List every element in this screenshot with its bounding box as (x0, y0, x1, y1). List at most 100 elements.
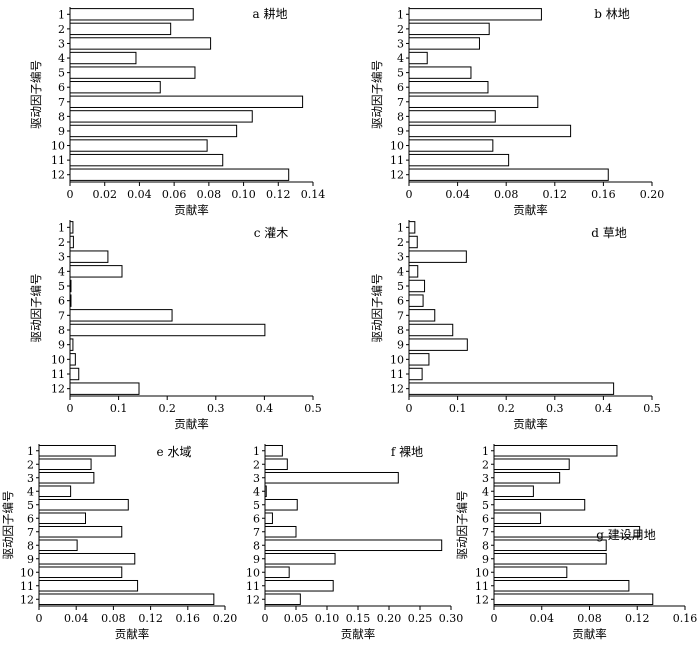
bar (264, 593, 301, 606)
category-tick-label: 1 (58, 8, 65, 21)
bar (408, 153, 510, 167)
category-tick-label: 3 (253, 472, 260, 485)
category-tick-label: 1 (397, 8, 404, 21)
x-tick-label: 0.12 (543, 188, 568, 201)
category-tick-label: 10 (390, 353, 404, 366)
bar (264, 512, 273, 525)
bar (69, 8, 194, 21)
category-tick-label: 2 (253, 458, 260, 471)
y-axis-label: 驱动因子编号 (455, 491, 469, 560)
category-tick-label: 5 (397, 67, 404, 80)
category-tick-label: 9 (58, 125, 65, 138)
bar (408, 309, 436, 322)
category-tick-label: 7 (397, 96, 404, 109)
bar (408, 323, 454, 337)
category-tick-label: 5 (27, 499, 34, 512)
bar (38, 485, 72, 498)
bar (69, 235, 74, 249)
bar (69, 382, 140, 395)
category-tick-label: 10 (246, 566, 260, 579)
x-tick-label: 0.4 (595, 402, 613, 415)
category-tick-label: 9 (397, 125, 404, 138)
category-tick-label: 5 (397, 280, 404, 293)
category-tick-label: 11 (246, 580, 260, 593)
category-tick-label: 3 (27, 472, 34, 485)
bar (408, 168, 609, 181)
category-tick-label: 11 (390, 368, 404, 381)
bar (408, 353, 430, 366)
x-tick-label: 0.04 (445, 188, 470, 201)
bar (408, 250, 467, 263)
bar (69, 22, 172, 36)
category-tick-label: 3 (58, 37, 65, 50)
category-tick-label: 12 (20, 593, 34, 606)
category-tick-label: 10 (475, 566, 489, 579)
y-axis-label: 驱动因子编号 (29, 60, 43, 129)
bar (38, 566, 123, 579)
bar (38, 539, 78, 552)
x-axis-label: 贡献率 (513, 203, 548, 217)
x-tick-label: 0.30 (439, 612, 464, 625)
category-tick-label: 3 (58, 251, 65, 264)
category-tick-label: 12 (51, 383, 65, 396)
category-tick-label: 12 (246, 593, 260, 606)
category-tick-label: 10 (390, 140, 404, 153)
x-tick-label: 0.3 (546, 402, 564, 415)
category-tick-label: 6 (397, 295, 404, 308)
category-tick-label: 8 (253, 539, 260, 552)
bar (408, 110, 496, 123)
bar (69, 353, 76, 366)
category-tick-label: 11 (20, 580, 34, 593)
bar (264, 458, 288, 471)
x-tick-label: 0.04 (64, 612, 89, 625)
category-tick-label: 5 (253, 499, 260, 512)
panel-title: b 林地 (594, 7, 630, 21)
bar (38, 471, 95, 484)
x-tick-label: 0.10 (231, 188, 256, 201)
category-tick-label: 2 (397, 23, 404, 36)
category-tick-label: 8 (482, 539, 489, 552)
category-tick-label: 9 (397, 339, 404, 352)
category-tick-label: 4 (482, 485, 489, 498)
category-tick-label: 1 (482, 445, 489, 458)
bar (408, 235, 418, 249)
category-tick-label: 2 (58, 236, 65, 249)
bar (38, 458, 92, 471)
panel-title: d 草地 (591, 226, 627, 240)
x-axis-label: 贡献率 (572, 627, 607, 641)
category-tick-label: 4 (397, 52, 404, 65)
bar (408, 139, 494, 152)
y-axis-label: 驱动因子编号 (370, 60, 384, 129)
panel-title: g 建设用地 (596, 528, 656, 542)
y-axis-label: 驱动因子编号 (1, 491, 15, 560)
category-tick-label: 10 (51, 140, 65, 153)
bar (408, 66, 472, 79)
bar (408, 81, 489, 94)
bar (493, 539, 607, 552)
x-tick-label: 0.20 (640, 188, 665, 201)
category-tick-label: 9 (58, 339, 65, 352)
y-axis-label: 驱动因子编号 (370, 274, 384, 343)
x-tick-label: 0.16 (673, 612, 698, 625)
bar (69, 153, 224, 167)
x-tick-label: 0.2 (158, 402, 176, 415)
category-tick-label: 11 (51, 154, 65, 167)
x-tick-label: 0.08 (494, 188, 519, 201)
bar (493, 593, 654, 606)
category-tick-label: 10 (51, 353, 65, 366)
category-tick-label: 5 (58, 67, 65, 80)
x-tick-label: 0.08 (197, 188, 222, 201)
x-tick-label: 0.4 (256, 402, 274, 415)
bar (493, 444, 618, 457)
x-tick-label: 0 (406, 402, 413, 415)
category-tick-label: 11 (51, 368, 65, 381)
category-tick-label: 8 (397, 324, 404, 337)
x-tick-label: 0.12 (138, 612, 163, 625)
x-axis-label: 贡献率 (513, 417, 548, 431)
x-tick-label: 0.16 (591, 188, 616, 201)
